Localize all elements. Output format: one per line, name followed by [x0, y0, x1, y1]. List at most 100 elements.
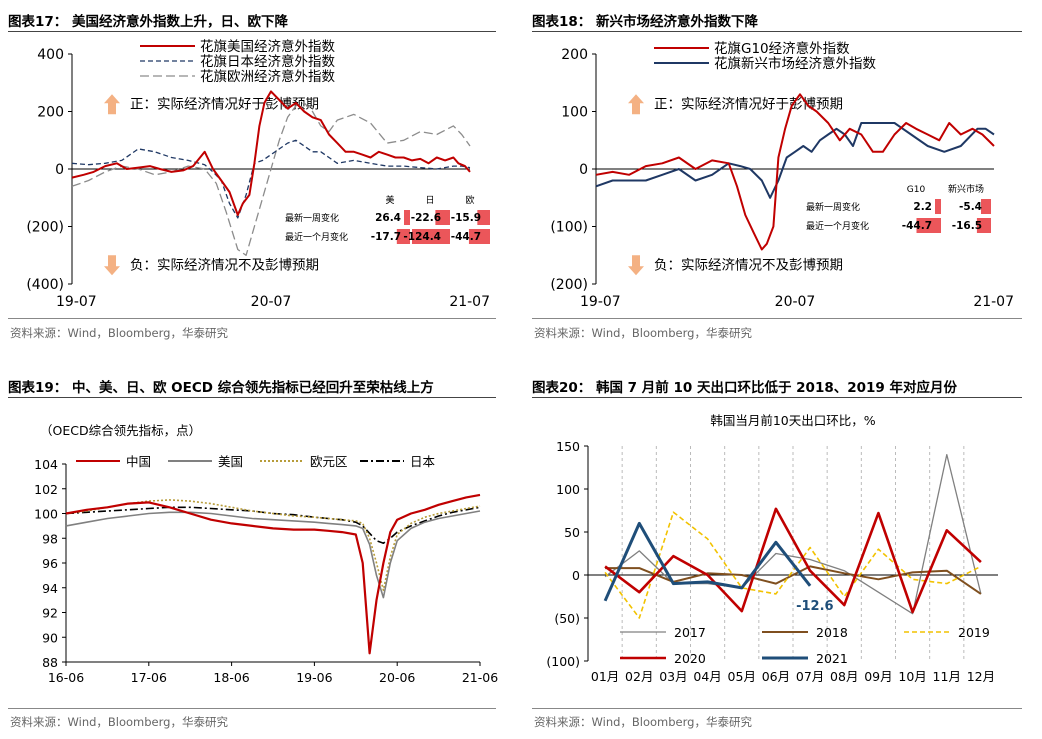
negative-annotation: 负：实际经济情况不及彭博预期 — [654, 256, 843, 273]
chart-subtitle: 韩国当月前10天出口环比，% — [710, 413, 875, 428]
table-cell-bar — [396, 229, 410, 244]
legend-label: 花旗G10经济意外指数 — [714, 40, 850, 57]
series-line-1 — [595, 122, 995, 199]
table-cell-value: -44.7 — [451, 231, 481, 243]
chart-20: 韩国当月前10天出口环比，% 150 100 50 0 (50) (100) 01月 02月 03… — [546, 413, 998, 684]
positive-annotation: 正：实际经济情况好于彭博预期 — [130, 95, 319, 112]
x-tick-label: 21-07 — [449, 294, 490, 310]
legend-label: 2020 — [674, 651, 706, 666]
source-rule — [532, 318, 1022, 319]
x-tick-label: 06月 — [762, 669, 790, 684]
series-line-1 — [71, 139, 471, 219]
panel-title: 图表19： 中、美、日、欧 OECD 综合领先指标已经回升至荣枯线上方 — [8, 380, 434, 396]
x-tick-label: 21-07 — [973, 294, 1014, 310]
table-cell-bar — [477, 210, 490, 225]
series-line-2019 — [604, 511, 982, 619]
y-tick-label: (100) — [546, 654, 580, 669]
legend-label: 2019 — [958, 625, 990, 640]
legend-label: 2021 — [816, 651, 848, 666]
table-row-label: 最近一个月变化 — [285, 231, 348, 243]
x-tick-label: 19-06 — [296, 670, 332, 685]
legend-label: 花旗新兴市场经济意外指数 — [714, 55, 876, 72]
table-cell-bar — [435, 210, 450, 225]
source-text: 资料来源：Wind，Bloomberg，华泰研究 — [10, 326, 228, 340]
y-tick-label: 94 — [42, 581, 58, 596]
legend-label: 中国 — [126, 454, 151, 469]
table-row-label: 最新一周变化 — [285, 212, 339, 224]
panel-title: 图表17： 美国经济意外指数上升，日、欧下降 — [8, 14, 288, 30]
title-rule — [532, 31, 1022, 32]
y-tick-label: 50 — [564, 525, 580, 540]
series-line-0 — [65, 493, 481, 655]
y-tick-label: 102 — [34, 482, 58, 497]
source-rule — [8, 318, 496, 319]
x-tick-label: 03月 — [659, 669, 687, 684]
x-tick-label: 07月 — [796, 669, 824, 684]
table-col-header: G10 — [907, 185, 926, 195]
source-rule — [532, 708, 1022, 709]
series-line-2020 — [604, 507, 982, 614]
table-cell-value: 26.4 — [375, 212, 401, 224]
series-line-2021 — [603, 521, 812, 602]
x-tick-label: 21-06 — [462, 670, 498, 685]
table-col-header: 美 — [385, 194, 394, 206]
y-tick-label: 0 — [55, 162, 64, 178]
title-rule — [532, 397, 1022, 398]
x-tick-label: 20-06 — [379, 670, 415, 685]
y-tick-label: 400 — [37, 47, 64, 63]
legend-label: 花旗欧洲经济意外指数 — [200, 68, 335, 85]
y-tick-label: 104 — [34, 457, 58, 472]
y-tick-label: 0 — [579, 162, 588, 178]
x-tick-label: 17-06 — [131, 670, 167, 685]
table-cell-value: -15.9 — [451, 212, 481, 224]
arrow-down-icon — [628, 255, 644, 276]
x-tick-label: 01月 — [591, 669, 619, 684]
y-tick-label: (200) — [550, 277, 588, 293]
table-col-header: 欧 — [465, 194, 474, 206]
legend-label: 美国 — [218, 454, 243, 469]
table-cell-value: -5.4 — [959, 201, 982, 213]
legend-label: 2018 — [816, 625, 848, 640]
x-tick-label: 10月 — [898, 669, 926, 684]
panel-3: 图表19： 中、美、日、欧 OECD 综合领先指标已经回升至荣枯线上方 （OEC… — [0, 366, 520, 739]
title-rule — [8, 31, 496, 32]
legend-label: 花旗日本经济意外指数 — [200, 53, 335, 70]
table-cell-bar — [976, 218, 991, 233]
series-line-2017 — [604, 453, 982, 615]
table-cell-value: -44.7 — [902, 220, 932, 232]
legend-label: 欧元区 — [310, 454, 348, 469]
x-tick-label: 09月 — [864, 669, 892, 684]
y-tick-label: (400) — [26, 277, 64, 293]
x-tick-label: 11月 — [933, 669, 961, 684]
x-tick-label: 20-07 — [775, 294, 816, 310]
y-tick-label: 100 — [561, 105, 588, 121]
panel-4: 图表20： 韩国 7 月前 10 天出口环比低于 2018、2019 年对应月份… — [524, 366, 1042, 739]
table-cell-bar — [468, 229, 490, 244]
y-tick-label: (100) — [550, 220, 588, 236]
source-rule — [8, 708, 496, 709]
panel-title: 图表18： 新兴市场经济意外指数下降 — [532, 14, 758, 30]
table-cell-value: -16.5 — [952, 220, 982, 232]
x-tick-label: 02月 — [625, 669, 653, 684]
y-tick-label: 100 — [34, 507, 58, 522]
table-row-label: 最近一个月变化 — [806, 220, 869, 232]
table-cell-bar — [412, 229, 450, 244]
table-col-header: 日 — [425, 195, 434, 206]
table-cell-value: 2.2 — [913, 201, 932, 213]
source-text: 资料来源：Wind，Bloomberg，华泰研究 — [10, 715, 228, 729]
x-tick-label: 18-06 — [213, 670, 249, 685]
x-tick-label: 05月 — [728, 669, 756, 684]
series-line-1 — [65, 510, 481, 599]
table-cell-value: -22.6 — [411, 212, 441, 224]
legend-label: 花旗美国经济意外指数 — [200, 38, 335, 55]
y-tick-label: (200) — [26, 220, 64, 236]
x-tick-label: 16-06 — [48, 670, 84, 685]
x-tick-label: 04月 — [693, 669, 721, 684]
y-tick-label: 200 — [561, 47, 588, 63]
y-tick-label: 200 — [37, 105, 64, 121]
arrow-up-icon — [104, 94, 120, 115]
chart-19: （OECD综合领先指标，点） 104 102 100 98 96 94 92 90 8816-06… — [34, 423, 498, 685]
title-rule — [8, 397, 496, 398]
series-line-0 — [71, 90, 471, 216]
